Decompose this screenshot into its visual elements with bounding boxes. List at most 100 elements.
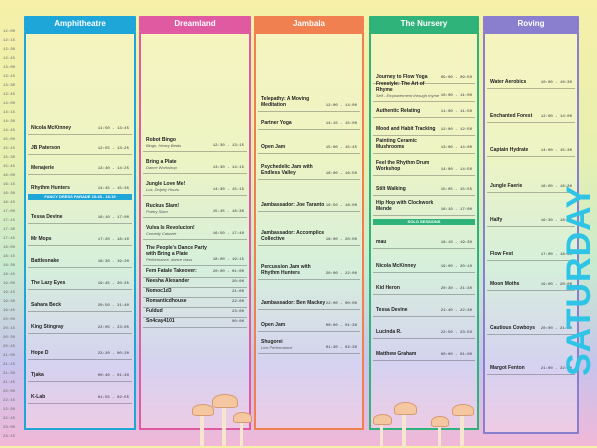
slot-time: 09:00 - 09:50	[440, 76, 472, 80]
schedule-slot[interactable]: Authentic Relating 11:00 - 11:50	[373, 101, 475, 118]
slot-time: 16:00 - 16:50	[325, 172, 357, 176]
schedule-slot[interactable]: Nomoc1d3 21:00	[143, 287, 247, 298]
time-tick: 19:00	[3, 282, 16, 286]
schedule-slot[interactable]: K-Lab 01:55 - 02:55	[28, 381, 132, 404]
schedule-slot[interactable]: Fuldud 23:00	[143, 307, 247, 318]
schedule-slot[interactable]: Water Aerobics 10:00 - 10:30	[487, 54, 575, 89]
schedule-slot[interactable]: Ruckus Slam! Poetry Slam 15:45 - 16:30	[143, 195, 247, 218]
time-tick: 12:30	[3, 48, 16, 52]
schedule-slot[interactable]: Lucinda R. 22:50 - 23:50	[373, 316, 475, 339]
schedule-slot[interactable]: Painting Ceramic Mushrooms 13:00 - 14:00	[373, 135, 475, 154]
schedule-slot[interactable]: Cautious Cowboys 20:00 - 21:00	[487, 290, 575, 335]
slot-title: Authentic Relating	[376, 108, 421, 114]
slot-title: Nicola McKinney	[376, 263, 417, 269]
day-label: SATURDAY	[560, 184, 597, 376]
schedule-slot[interactable]: Enchanted Forest 12:00 - 14:00	[487, 88, 575, 123]
slot-time: 16:10 - 17:00	[97, 216, 129, 220]
schedule-slot[interactable]: Nicola McKinney 11:50 - 13:45	[28, 121, 132, 135]
schedule-slot[interactable]: Rhythm Hunters 14:45 - 15:35	[28, 174, 132, 195]
schedule-slot[interactable]: Hope D 23:20 - 00:20	[28, 333, 132, 360]
schedule-slot[interactable]: Jungle Love Me! Lox, Dolphy Hours 14:30 - …	[143, 173, 247, 196]
schedule-slot[interactable]: Robot Bingo Bingo, Heavy Beats 12:30 - 13:…	[143, 129, 247, 152]
schedule-slot[interactable]: Romanticdhouse 22:00	[143, 297, 247, 308]
schedule-slot[interactable]: Stilt Walking 15:05 - 15:55	[373, 175, 475, 196]
slot-title: Enchanted Forest	[490, 113, 533, 119]
schedule-slot[interactable]: Feel the Rhythm Drum Workshop 14:00 - 14:…	[373, 153, 475, 176]
schedule-slot[interactable]: Kid Heron 20:30 - 21:30	[373, 272, 475, 295]
stage-schedule: Telepathy: A Moving Meditation 12:00 - 14…	[254, 32, 364, 430]
slot-title: The People's Dance Party with Bring a Pl…	[146, 245, 213, 262]
slot-title: Fem Fatale Takeover:	[146, 268, 197, 274]
schedule-slot[interactable]: Freestyle: The Art of Rhyme Self - Empowe…	[373, 81, 475, 102]
slot-time: 12:00 - 12:50	[440, 128, 472, 132]
time-tick: 15:30	[3, 156, 16, 160]
timeline: 12:00 12:15 12:30 12:45 13:00 13:15 13:30 13:45…	[0, 30, 22, 446]
schedule-slot[interactable]: JB Paterson 12:55 - 13:25	[28, 134, 132, 155]
slot-time: 14:30 - 15:15	[212, 188, 244, 192]
slot-title: Robot Bingo Bingo, Heavy Beats	[146, 137, 182, 148]
slot-title: Neesha Alexander	[146, 278, 190, 284]
slot-title: Open Jam	[261, 322, 286, 328]
schedule-slot[interactable]: Telepathy: A Moving Meditation 12:00 - 14…	[258, 89, 360, 112]
schedule-slot[interactable]: Neesha Alexander 20:00	[143, 277, 247, 288]
schedule-slot[interactable]: Captain Hydrate 14:00 - 15:30	[487, 122, 575, 157]
slot-time: 23:20 - 00:20	[97, 352, 129, 356]
schedule-slot[interactable]: Jambassador: Ben Mackey 22:00 - 00:00	[258, 279, 360, 310]
time-tick: 20:00	[3, 318, 16, 322]
schedule-slot[interactable]: Jambassador: Accomplice Collective 18:00 …	[258, 211, 360, 246]
schedule-slot[interactable]: Jambassador: Joe Taranto 16:50 - 18:00	[258, 179, 360, 212]
slot-time: 19:00 - 20:00	[540, 283, 572, 287]
slot-time: 15:00 - 15:45	[325, 146, 357, 150]
schedule-slot[interactable]: The Lazy Eyes 19:45 - 20:35	[28, 267, 132, 290]
slot-time: 14:00 - 14:50	[440, 168, 472, 172]
slot-time: 14:00 - 15:30	[540, 149, 572, 153]
time-tick: 22:00	[3, 390, 16, 394]
schedule-slot[interactable]: Psychedelic Jam with Endless Valley 16:00…	[258, 153, 360, 180]
slot-time: 20:00 - 21:00	[540, 327, 572, 331]
schedule-slot[interactable]: Menajerie 13:40 - 14:25	[28, 154, 132, 175]
time-tick: 23:15	[3, 435, 16, 439]
slot-title: Percussion Jam with Rhythm Hunters	[261, 264, 311, 276]
slot-subtitle: Comedy Cabaret	[146, 231, 177, 236]
schedule-slot[interactable]: Percussion Jam with Rhythm Hunters 20:00 …	[258, 245, 360, 280]
schedule-slot[interactable]: Moon Moths 19:00 - 20:00	[487, 260, 575, 291]
slot-title: Painting Ceramic Mushrooms	[376, 138, 417, 150]
schedule-slot[interactable]: Bring a Plate Dance Workshop 13:30 - 14:15	[143, 151, 247, 174]
slot-title: Telepathy: A Moving Meditation	[261, 96, 310, 108]
slot-title: Hip Hop with Clockwork Mende	[376, 200, 434, 212]
schedule-slot[interactable]: Mood and Habit Tracking 12:00 - 12:50	[373, 117, 475, 136]
slot-time: 22:00 - 00:00	[325, 302, 357, 306]
schedule-slot[interactable]: Matthew Graham 00:00 - 01:00	[373, 338, 475, 361]
schedule-slot[interactable]: Flow Fest 17:00 - 18:30	[487, 226, 575, 261]
schedule-slot[interactable]: Sahara Beck 20:50 - 21:40	[28, 289, 132, 312]
slot-subtitle: Poetry Slam	[146, 209, 168, 214]
schedule-slot[interactable]: The People's Dance Party with Bring a Pl…	[143, 239, 247, 266]
schedule-slot[interactable]: Shugorei Live Performance 01:30 - 02:30	[258, 331, 360, 354]
schedule-slot[interactable]: Mr Mops 17:20 - 18:10	[28, 223, 132, 246]
schedule-slot[interactable]: Jungle Faerie 16:00 - 16:30	[487, 156, 575, 193]
schedule-slot[interactable]: Journey to Flow Yoga 09:00 - 09:50	[373, 69, 475, 84]
schedule-slot[interactable]: Tessa Devine 16:10 - 17:00	[28, 201, 132, 224]
schedule-slot[interactable]: Nicola McKinney 19:00 - 20:10	[373, 248, 475, 273]
schedule-slot[interactable]: Partner Yoga 14:15 - 15:00	[258, 111, 360, 130]
time-tick: 16:15	[3, 183, 16, 187]
schedule-slot[interactable]: Fem Fatale Takeover: 20:00 - 01:00	[143, 265, 247, 278]
stage-schedule: Robot Bingo Bingo, Heavy Beats 12:30 - 13:…	[139, 32, 251, 430]
time-tick: 21:30	[3, 372, 16, 376]
slot-title: Tjaka	[31, 372, 44, 378]
schedule-slot[interactable]: Tjaka 00:40 - 01:40	[28, 359, 132, 382]
schedule-slot[interactable]: Tessa Devine 21:40 - 22:30	[373, 294, 475, 317]
schedule-slot[interactable]: Open Jam 00:00 - 01:30	[258, 309, 360, 332]
slot-time: 16:10 - 17:00	[440, 208, 472, 212]
schedule-slot[interactable]: Battlesnake 18:30 - 19:20	[28, 245, 132, 268]
schedule-slot[interactable]: Open Jam 15:00 - 15:45	[258, 129, 360, 154]
schedule-slot[interactable]: Margot Fenton 21:00 - 22:00	[487, 334, 575, 375]
schedule-slot[interactable]: Hip Hop with Clockwork Mende 16:10 - 17:0…	[373, 195, 475, 216]
slot-time: 16:00 - 16:30	[540, 185, 572, 189]
schedule-slot[interactable]: Sn4cay4101 00:00	[143, 317, 247, 328]
schedule-slot[interactable]: King Stingray 22:05 - 23:05	[28, 311, 132, 334]
schedule-slot[interactable]: Halfy 16:30 - 18:00	[487, 192, 575, 227]
schedule-slot[interactable]: Vulva Is Revolucion! Comedy Cabaret 16:50 …	[143, 217, 247, 240]
slot-time: 11:00 - 11:50	[440, 110, 472, 114]
schedule-slot[interactable]: mau 18:10 - 19:30	[373, 226, 475, 249]
